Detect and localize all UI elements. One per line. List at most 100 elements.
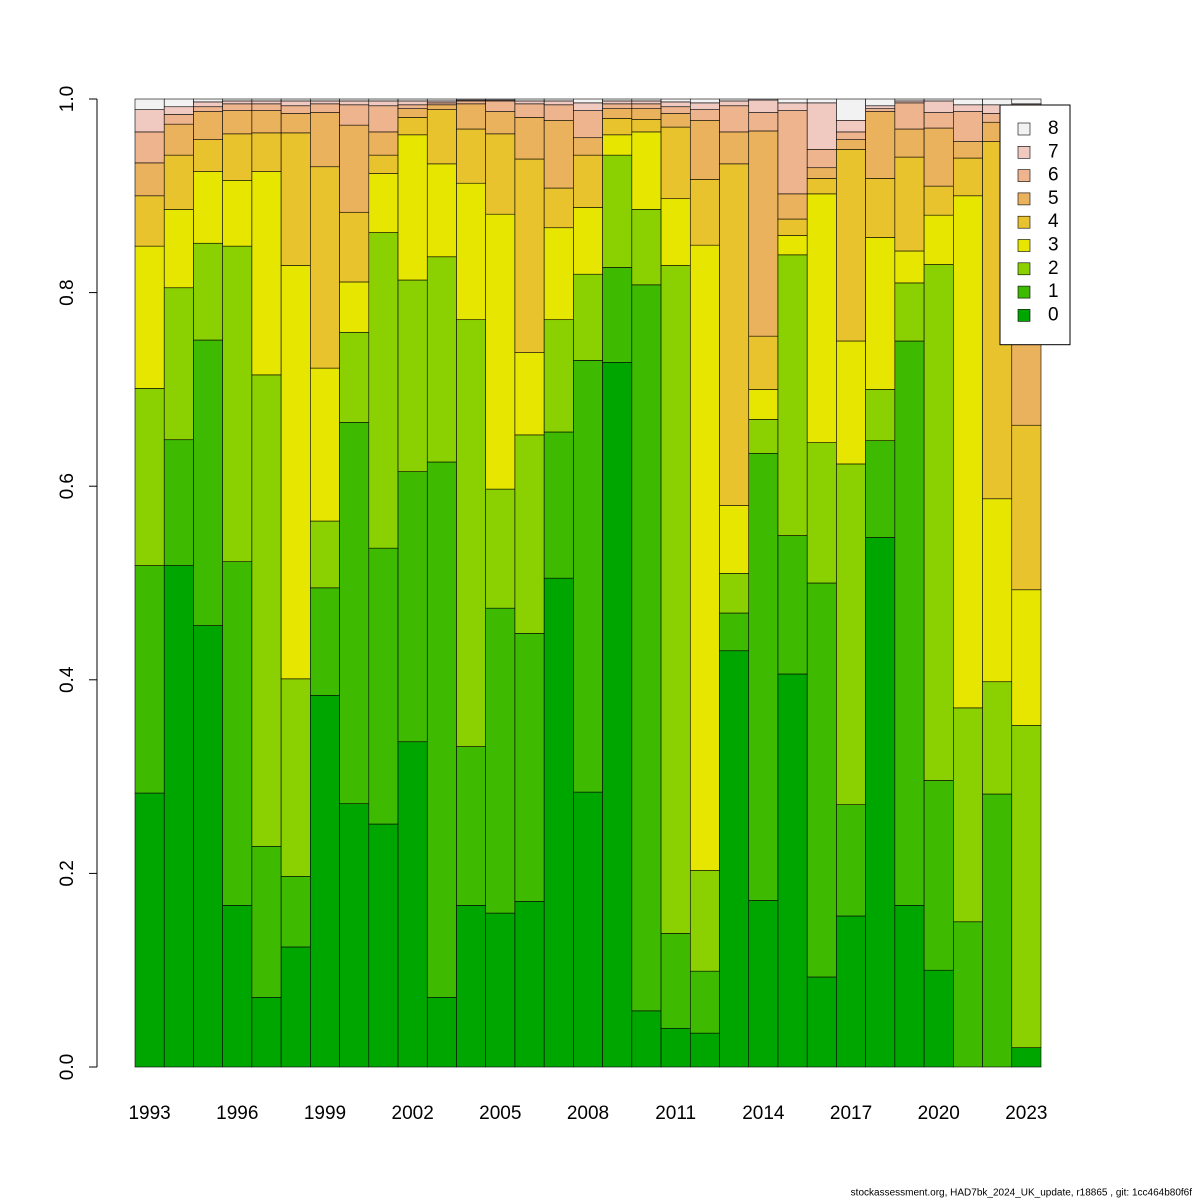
- legend-label: 7: [1048, 141, 1059, 162]
- bar-segment: [573, 273, 603, 361]
- y-tick-label: 0.8: [57, 279, 78, 305]
- bar-segment: [660, 101, 691, 108]
- bar-segment: [163, 439, 194, 566]
- bar-segment: [923, 185, 954, 216]
- bar-segment: [836, 139, 866, 150]
- bar-segment: [573, 137, 603, 156]
- bar-segment: [894, 340, 925, 906]
- bar-segment: [836, 804, 866, 917]
- bar-segment: [660, 126, 691, 200]
- legend-label: 0: [1048, 304, 1059, 325]
- bar-segment: [631, 209, 662, 286]
- bar-segment: [836, 915, 866, 1068]
- bar-segment: [865, 98, 896, 107]
- x-tick-label: 1993: [128, 1103, 170, 1124]
- bar-segment: [222, 98, 253, 102]
- bar-segment: [514, 352, 545, 436]
- bar-segment: [631, 98, 662, 102]
- x-tick-label: 2005: [479, 1103, 521, 1124]
- bar-segment: [602, 108, 633, 119]
- bar-segment: [193, 106, 223, 112]
- bar-segment: [806, 102, 837, 150]
- bar-segment: [368, 173, 399, 233]
- bar-segment: [894, 102, 925, 130]
- bar-segment: [310, 367, 340, 522]
- bar-segment: [865, 108, 896, 112]
- x-tick-label: 1996: [216, 1103, 258, 1124]
- bar-segment: [602, 98, 633, 102]
- bar-segment: [748, 419, 779, 454]
- bar-segment: [397, 98, 428, 102]
- bar-segment: [543, 227, 574, 321]
- bar-segment: [777, 218, 808, 236]
- bar-segment: [923, 127, 954, 187]
- bar-segment: [514, 901, 545, 1068]
- bar-segment: [602, 361, 633, 1068]
- bar-segment: [543, 187, 574, 229]
- bar-segment: [748, 900, 779, 1068]
- bar-segment: [222, 561, 253, 906]
- bar-segment: [514, 100, 545, 105]
- bar-segment: [543, 431, 574, 579]
- bar-segment: [280, 100, 311, 107]
- bar-segment: [777, 235, 808, 256]
- bar-segment: [923, 969, 954, 1068]
- y-tick-label: 0.6: [57, 473, 78, 499]
- bar-segment: [777, 102, 808, 111]
- bar-segment: [222, 100, 253, 105]
- bar-segment: [806, 582, 837, 978]
- bar-segment: [836, 131, 866, 140]
- bar-segment: [310, 103, 340, 113]
- bar-segment: [660, 106, 691, 114]
- bar-segment: [163, 114, 194, 125]
- bar-segment: [251, 171, 282, 376]
- bar-segment: [748, 130, 779, 337]
- bar-segment: [485, 100, 516, 112]
- bar-segment: [748, 112, 779, 132]
- bar-segment: [602, 103, 633, 109]
- bar-segment: [193, 171, 223, 244]
- bar-segment: [426, 997, 457, 1068]
- bar-segment: [163, 123, 194, 156]
- bar-segment: [222, 245, 253, 563]
- bar-segment: [631, 284, 662, 1012]
- bar-segment: [134, 792, 165, 1068]
- bar-segment: [514, 633, 545, 902]
- bar-segment: [163, 106, 194, 115]
- bar-segment: [923, 112, 954, 129]
- bar-segment: [368, 232, 399, 549]
- legend-label: 5: [1048, 188, 1059, 209]
- bar-segment: [134, 565, 165, 794]
- bar-segment: [514, 103, 545, 118]
- bar-segment: [514, 434, 545, 634]
- bar-segment: [368, 823, 399, 1068]
- bar-segment: [339, 422, 370, 805]
- bar-segment: [134, 131, 165, 164]
- bar-segment: [953, 104, 983, 112]
- bar-segment: [923, 98, 954, 102]
- bar-segment: [193, 139, 223, 172]
- bar-segment: [426, 109, 457, 165]
- bar-segment: [251, 98, 282, 102]
- bar-segment: [134, 98, 165, 110]
- legend-swatch: [1017, 309, 1031, 322]
- bar-segment: [573, 98, 603, 104]
- bar-segment: [660, 1027, 691, 1068]
- bar-segment: [602, 267, 633, 363]
- bar-segment: [836, 463, 866, 805]
- bar-segment: [602, 154, 633, 268]
- bar-segment: [602, 118, 633, 136]
- bar-segment: [894, 905, 925, 1068]
- bar-segment: [953, 98, 983, 106]
- bar-segment: [748, 335, 779, 390]
- bar-segment: [660, 98, 691, 103]
- bar-segment: [222, 133, 253, 181]
- bar-segment: [280, 98, 311, 102]
- bar-segment: [689, 98, 720, 104]
- bar-segment: [163, 565, 194, 1068]
- bar-segment: [953, 921, 983, 1068]
- bar-segment: [222, 103, 253, 111]
- x-tick-label: 2020: [918, 1103, 960, 1124]
- x-tick-label: 2014: [742, 1103, 785, 1124]
